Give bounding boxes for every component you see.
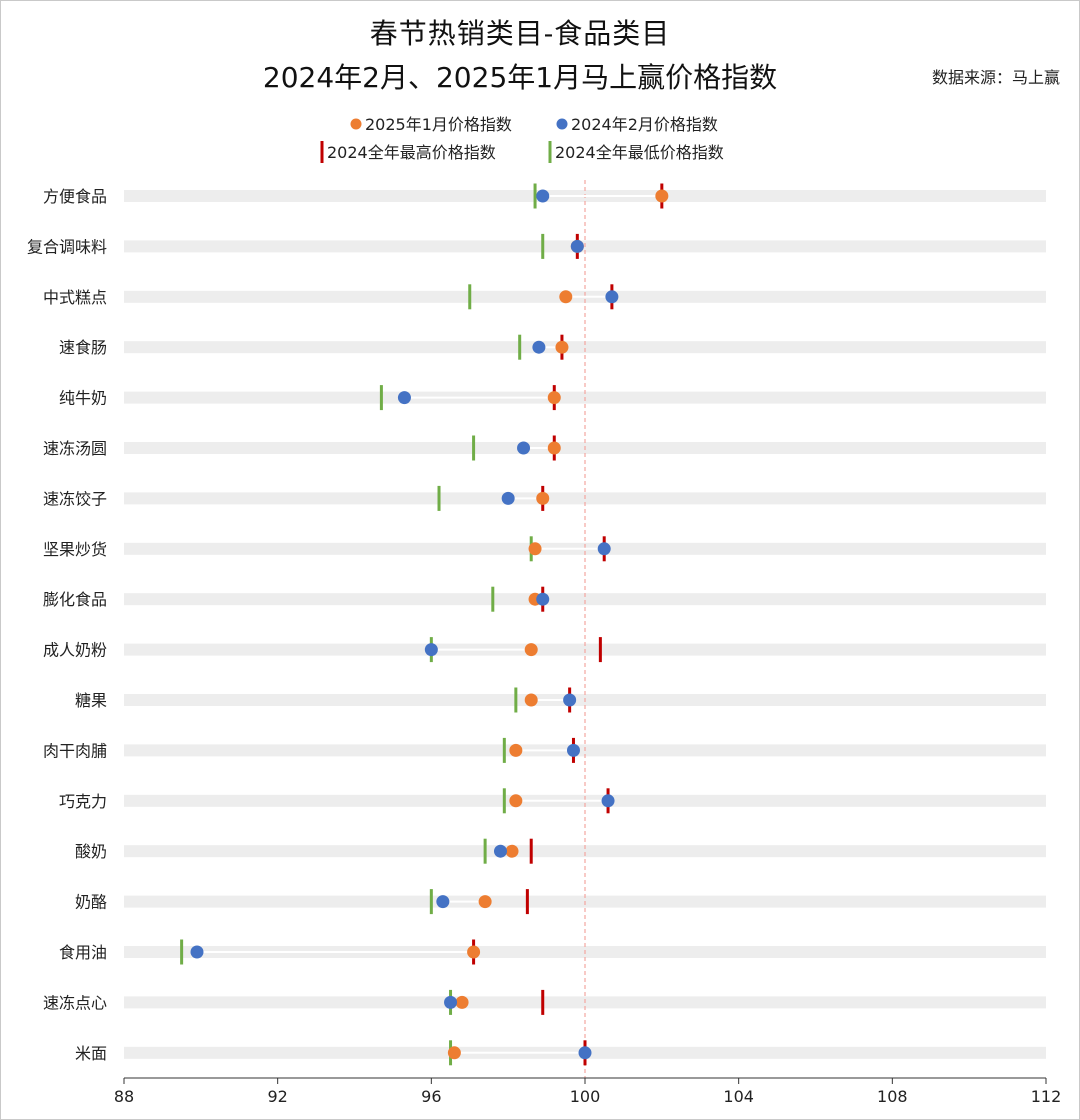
min-bar-2024 bbox=[437, 485, 441, 511]
category-label: 肉干肉脯 bbox=[43, 741, 107, 760]
max-bar-2024 bbox=[541, 989, 545, 1015]
dot-2024-feb bbox=[563, 693, 577, 707]
dot-2025-jan bbox=[509, 743, 523, 757]
chart-title: 春节热销类目-食品类目 bbox=[369, 17, 671, 50]
min-bar-2024 bbox=[379, 385, 383, 411]
dot-2025-jan bbox=[509, 794, 523, 808]
data-source-note: 数据来源：马上赢 bbox=[931, 68, 1060, 87]
dot-2024-feb bbox=[424, 643, 438, 657]
legend-label: 2025年1月价格指数 bbox=[365, 115, 512, 134]
dot-2024-feb bbox=[397, 391, 411, 405]
dot-2025-jan bbox=[467, 945, 481, 959]
dot-2025-jan bbox=[536, 491, 550, 505]
dot-2025-jan bbox=[505, 844, 519, 858]
category-label: 速食肠 bbox=[59, 338, 107, 357]
category-label: 速冻饺子 bbox=[43, 489, 107, 508]
dot-2025-jan bbox=[524, 693, 538, 707]
max-bar-2024 bbox=[529, 838, 533, 864]
dot-2025-jan bbox=[478, 895, 492, 909]
legend-marker-dot bbox=[350, 118, 362, 130]
dot-2024-feb bbox=[536, 189, 550, 203]
dot-2024-feb bbox=[536, 592, 550, 606]
max-bar-2024 bbox=[525, 889, 529, 915]
category-label: 坚果炒货 bbox=[43, 540, 107, 559]
category-label: 复合调味料 bbox=[27, 237, 107, 256]
chart-subtitle: 2024年2月、2025年1月马上赢价格指数 bbox=[262, 61, 778, 94]
max-bar-2024 bbox=[598, 637, 602, 663]
row-track bbox=[124, 593, 1046, 606]
legend-marker-dot bbox=[556, 118, 568, 130]
category-label: 膨化食品 bbox=[43, 590, 107, 609]
dot-2024-feb bbox=[597, 542, 611, 556]
dot-2025-jan bbox=[555, 340, 569, 354]
dot-2024-feb bbox=[532, 340, 546, 354]
min-bar-2024 bbox=[514, 687, 518, 713]
category-label: 巧克力 bbox=[59, 792, 107, 811]
dot-2024-feb bbox=[601, 794, 615, 808]
legend-marker-bar bbox=[548, 141, 552, 163]
dot-2024-feb bbox=[190, 945, 204, 959]
legend-marker-bar bbox=[320, 141, 324, 163]
x-tick-label: 96 bbox=[421, 1087, 441, 1106]
dot-2025-jan bbox=[455, 995, 469, 1009]
dot-2025-jan bbox=[655, 189, 669, 203]
min-bar-2024 bbox=[518, 334, 522, 360]
x-tick-label: 100 bbox=[570, 1087, 601, 1106]
dot-2024-feb bbox=[517, 441, 531, 455]
category-label: 速冻点心 bbox=[43, 993, 107, 1012]
row-track bbox=[124, 341, 1046, 354]
min-bar-2024 bbox=[429, 889, 433, 915]
category-label: 糖果 bbox=[75, 691, 107, 710]
dot-2025-jan bbox=[524, 643, 538, 657]
dot-2024-feb bbox=[501, 491, 515, 505]
dot-2025-jan bbox=[528, 542, 542, 556]
dot-2024-feb bbox=[444, 995, 458, 1009]
min-bar-2024 bbox=[180, 939, 184, 965]
x-tick-label: 112 bbox=[1031, 1087, 1062, 1106]
min-bar-2024 bbox=[491, 586, 495, 612]
x-tick-label: 88 bbox=[114, 1087, 134, 1106]
category-label: 酸奶 bbox=[75, 842, 107, 861]
dot-2024-feb bbox=[493, 844, 507, 858]
dot-2025-jan bbox=[547, 391, 561, 405]
dot-2025-jan bbox=[547, 441, 561, 455]
min-bar-2024 bbox=[502, 788, 506, 814]
category-label: 纯牛奶 bbox=[59, 389, 107, 408]
min-bar-2024 bbox=[468, 284, 472, 310]
legend-label: 2024年2月价格指数 bbox=[571, 115, 718, 134]
category-label: 米面 bbox=[75, 1044, 107, 1063]
category-label: 奶酪 bbox=[75, 893, 107, 912]
min-bar-2024 bbox=[483, 838, 487, 864]
category-label: 中式糕点 bbox=[43, 288, 107, 307]
x-tick-label: 104 bbox=[723, 1087, 754, 1106]
category-label: 方便食品 bbox=[43, 187, 107, 206]
dot-2024-feb bbox=[436, 895, 450, 909]
dot-2025-jan bbox=[447, 1046, 461, 1060]
min-bar-2024 bbox=[472, 435, 476, 461]
min-bar-2024 bbox=[533, 183, 537, 209]
legend-label: 2024全年最低价格指数 bbox=[555, 143, 724, 162]
category-label: 成人奶粉 bbox=[43, 641, 107, 660]
x-tick-label: 108 bbox=[877, 1087, 908, 1106]
dot-2025-jan bbox=[559, 290, 573, 304]
row-track bbox=[124, 845, 1046, 858]
min-bar-2024 bbox=[541, 233, 545, 259]
min-bar-2024 bbox=[502, 737, 506, 763]
category-label: 食用油 bbox=[59, 943, 107, 962]
dot-2024-feb bbox=[578, 1046, 592, 1060]
dot-2024-feb bbox=[570, 239, 584, 253]
category-label: 速冻汤圆 bbox=[43, 439, 107, 458]
dot-2024-feb bbox=[566, 743, 580, 757]
dot-2024-feb bbox=[605, 290, 619, 304]
legend-label: 2024全年最高价格指数 bbox=[327, 143, 496, 162]
x-tick-label: 92 bbox=[267, 1087, 287, 1106]
